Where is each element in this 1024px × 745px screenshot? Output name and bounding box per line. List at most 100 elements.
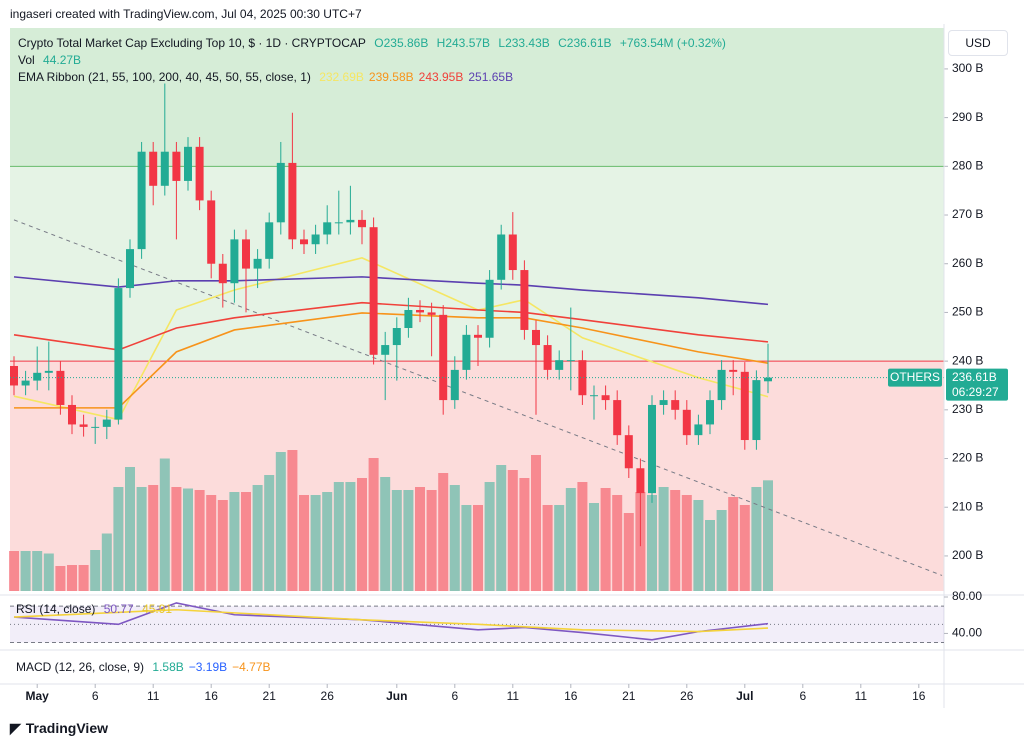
volume-bar (658, 487, 669, 591)
ema-title: EMA Ribbon (21, 55, 100, 200, 40, 45, 50… (18, 70, 311, 84)
x-tick-label: 16 (564, 689, 578, 703)
candle-body (427, 312, 436, 315)
candle-body (706, 400, 714, 425)
candle-body (671, 400, 680, 410)
volume-bar (449, 485, 460, 591)
candle-body (172, 151, 181, 181)
candle-body (358, 219, 366, 228)
volume-bar (101, 533, 112, 591)
currency-button[interactable]: USD (948, 30, 1008, 56)
y-tick-label: 240 B (952, 353, 983, 367)
candle-body (137, 151, 146, 250)
candle-body (740, 371, 749, 441)
candle-body (682, 409, 691, 436)
ema-line (13, 257, 769, 421)
candle-body (613, 400, 622, 436)
candle-body (555, 360, 564, 370)
legend: Crypto Total Market Cap Excluding Top 10… (18, 35, 731, 86)
candle-body (497, 234, 506, 280)
volume-bar (252, 485, 263, 591)
volume-bar (183, 488, 193, 591)
candle-body (578, 360, 587, 396)
candle-body (520, 270, 529, 330)
legend-row: Vol 44.27B (18, 52, 731, 69)
vol-title: Vol (18, 53, 35, 67)
volume-bar (507, 470, 518, 591)
volume-bar (554, 505, 565, 591)
rsi-tick-label: 40.00 (952, 626, 982, 640)
candle-body (532, 329, 540, 346)
volume-bar (577, 482, 588, 591)
x-tick-label: 6 (451, 689, 458, 703)
candle-body (102, 419, 111, 427)
candle-body (392, 328, 401, 346)
ema-value: 232.69B (319, 70, 364, 84)
volume-bar (310, 495, 321, 591)
ema-value: 243.95B (418, 70, 464, 84)
candle-body (114, 288, 123, 420)
candle-body (300, 239, 308, 245)
x-tick-label: 16 (912, 689, 926, 703)
volume-bar (380, 477, 391, 591)
volume-bar (391, 490, 402, 591)
credit: ingaseri created with TradingView.com, J… (10, 7, 362, 21)
volume-bar (426, 490, 437, 591)
volume-bar (43, 553, 54, 591)
volume-bar (368, 458, 379, 591)
volume-bar (751, 487, 762, 591)
volume-bar (565, 488, 576, 591)
volume-bar (612, 495, 623, 591)
legend-row: EMA Ribbon (21, 55, 100, 200, 40, 45, 50… (18, 69, 731, 86)
volume-bar (217, 500, 228, 591)
macd-legend: MACD (12, 26, close, 9) 1.58B −3.19B −4.77… (16, 660, 276, 674)
candle-body (184, 146, 192, 181)
symbol: Crypto Total Market Cap Excluding Top 10… (18, 36, 366, 50)
volume-bar (148, 485, 159, 591)
candle-body (508, 234, 517, 271)
volume-bar (229, 492, 240, 591)
volume-bar (647, 495, 657, 591)
volume-bar (716, 510, 727, 591)
candle-body (566, 360, 575, 362)
ema-line (13, 276, 769, 306)
candle-body (624, 435, 633, 469)
candle-body (450, 369, 459, 401)
volume-bar (32, 551, 43, 591)
volume-bar (171, 487, 182, 591)
candle-body (439, 314, 448, 401)
candle-body (369, 227, 378, 355)
rsi-ma-value: 45.91 (142, 602, 173, 616)
candle-body (404, 309, 413, 329)
candle-body (242, 239, 250, 269)
zone (10, 166, 944, 362)
y-tick-label: 230 B (952, 402, 983, 416)
candle-body (21, 380, 30, 386)
rsi-legend: RSI (14, close) 50.77 45.91 (16, 602, 177, 616)
x-tick-label: 26 (680, 689, 694, 703)
candle-body (68, 404, 76, 425)
candle-body (648, 404, 656, 494)
candle-body (56, 370, 65, 405)
x-tick-label: 21 (263, 689, 277, 703)
ohlc: H243.57B (436, 36, 491, 50)
candle-body (590, 395, 598, 397)
countdown: 06:29:27 (952, 385, 999, 399)
candle-body (474, 334, 482, 338)
rsi-tick-label: 80.00 (952, 589, 982, 603)
volume-bar (287, 450, 298, 591)
volume-bar (542, 505, 553, 591)
x-tick-label: 21 (622, 689, 636, 703)
x-tick-label: Jul (736, 689, 753, 703)
x-tick-label: 6 (799, 689, 806, 703)
y-tick-label: 280 B (952, 158, 983, 172)
candle-body (636, 468, 645, 494)
candle-body (752, 380, 761, 441)
volume-bar (194, 490, 205, 591)
rsi-value: 50.77 (103, 602, 134, 616)
volume-bar (136, 487, 147, 591)
candle-body (346, 219, 355, 223)
volume-bar (763, 480, 773, 591)
price-badge-label: 236.61B (952, 370, 997, 384)
volume-bar (90, 550, 101, 591)
candle-body (764, 377, 772, 382)
